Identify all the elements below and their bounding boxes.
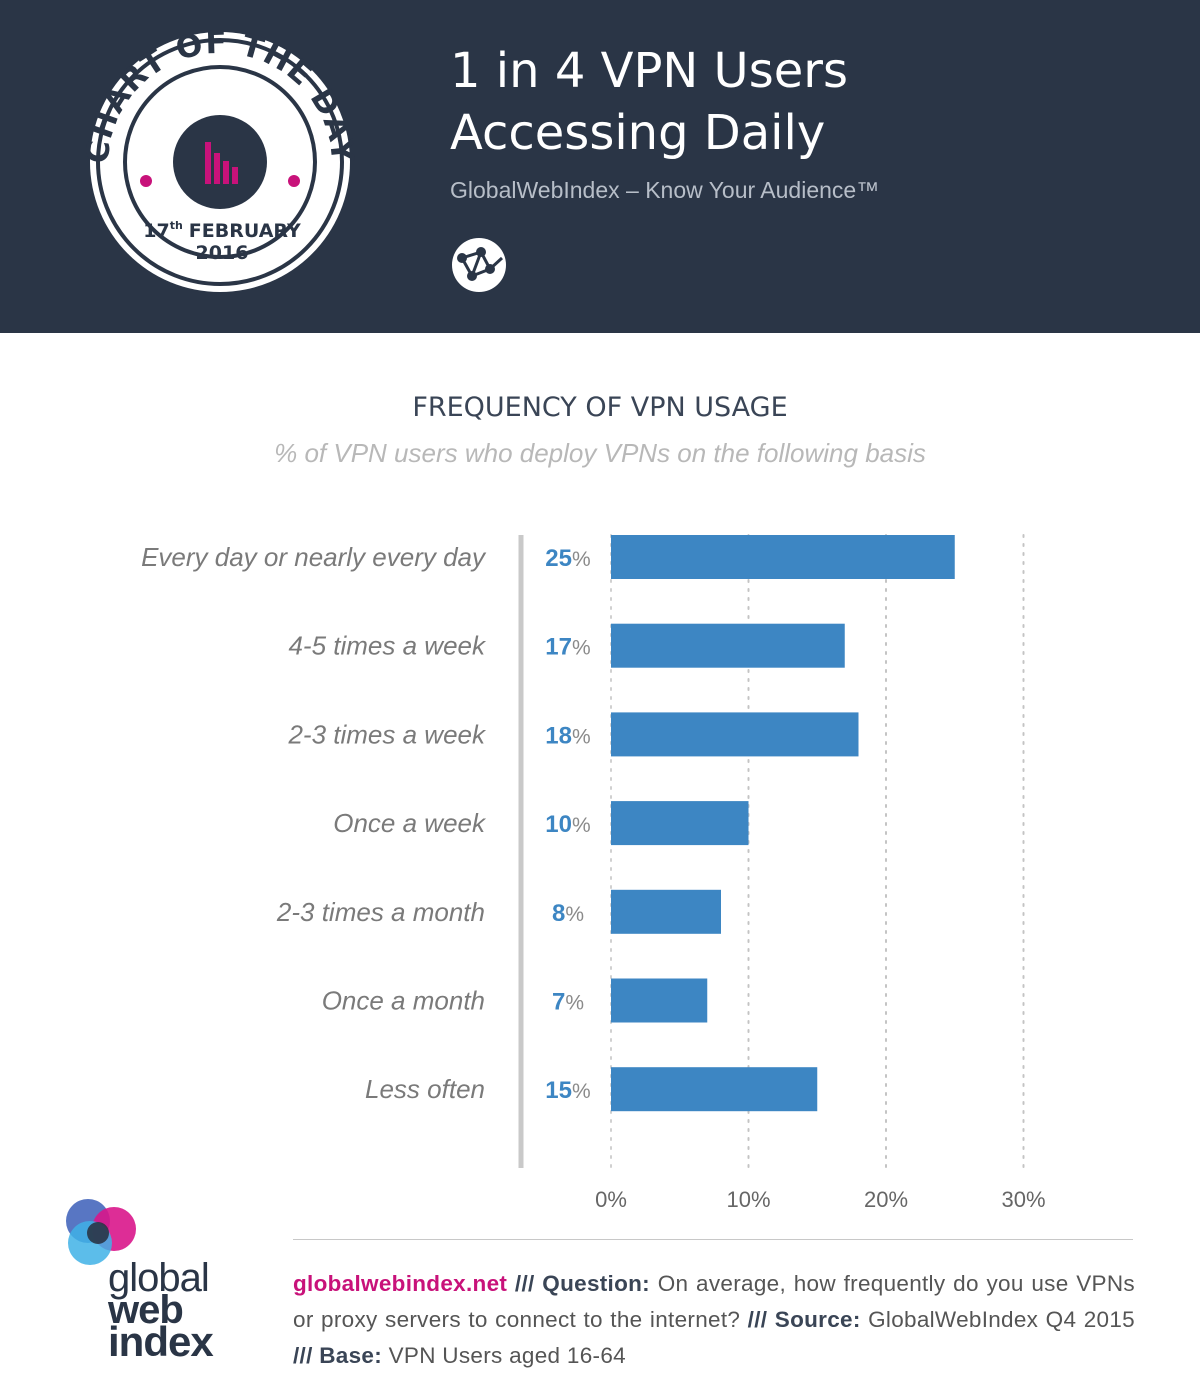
bar-chart-icon	[205, 142, 238, 184]
badge-date: 17th FEBRUARY	[143, 219, 301, 242]
x-tick-label: 0%	[595, 1187, 627, 1212]
x-tick-label: 10%	[726, 1187, 770, 1212]
category-label: Every day or nearly every day	[141, 542, 487, 572]
chart-of-the-day-badge: CHART OF THE DAY 17th FEBRUARY 2016	[80, 25, 359, 292]
x-tick-label: 20%	[864, 1187, 908, 1212]
header-banner: CHART OF THE DAY 17th FEBRUARY 2016 1 in …	[0, 0, 1200, 333]
category-label: 4-5 times a week	[288, 631, 487, 661]
logo-word-index: index	[108, 1318, 214, 1365]
globe-network-icon	[452, 238, 506, 292]
badge-dot-left	[140, 175, 152, 187]
title-line-1: 1 in 4 VPN Users	[450, 43, 848, 99]
bar	[611, 978, 708, 1023]
bar	[611, 889, 721, 934]
value-label: 7%	[552, 989, 584, 1016]
tagline: GlobalWebIndex – Know Your Audience™	[450, 177, 880, 203]
bar	[611, 801, 749, 846]
category-label: 2-3 times a week	[287, 719, 487, 749]
footer-site-link[interactable]: globalwebindex.net	[293, 1271, 508, 1296]
value-label: 15%	[545, 1077, 590, 1104]
footer-notes: globalwebindex.net /// Question: On aver…	[293, 1266, 1135, 1374]
category-label: Less often	[365, 1074, 485, 1104]
footer-sep: ///	[293, 1343, 313, 1368]
value-label: 18%	[545, 722, 590, 749]
globalwebindex-logo	[60, 1195, 150, 1280]
badge-year: 2016	[196, 242, 249, 264]
bar	[611, 623, 845, 668]
badge-dot-right	[288, 175, 300, 187]
logo-word-global: global	[108, 1256, 210, 1300]
page-title: 1 in 4 VPN Users Accessing Daily	[450, 40, 848, 164]
footer-question-text: On average, how frequently do you use VP…	[293, 1271, 1135, 1332]
value-label: 10%	[545, 811, 590, 838]
footer-source-text: GlobalWebIndex Q4 2015	[868, 1307, 1135, 1332]
logo-wordmark: global web index	[108, 1256, 214, 1365]
value-label: 25%	[545, 545, 590, 572]
category-label: 2-3 times a month	[276, 897, 485, 927]
title-line-2: Accessing Daily	[450, 105, 826, 161]
logo-circles-icon	[66, 1199, 136, 1265]
footer-sep: ///	[747, 1307, 768, 1332]
footer-sep: ///	[514, 1271, 535, 1296]
footer-source-label: Source:	[774, 1307, 861, 1332]
footer-base-label: Base:	[319, 1343, 383, 1368]
bar	[611, 712, 859, 757]
logo-word-web: web	[108, 1288, 184, 1332]
category-label: Once a month	[322, 986, 485, 1016]
bar-chart: 0% 10% 20% 30% Every day or nearly every day…	[141, 534, 1046, 1212]
category-label: Once a week	[333, 808, 487, 838]
footer-base-text: VPN Users aged 16-64	[388, 1343, 626, 1368]
bar	[611, 535, 955, 579]
value-label: 8%	[552, 900, 584, 927]
chart-title: FREQUENCY OF VPN USAGE	[412, 392, 788, 423]
x-tick-label: 30%	[1001, 1187, 1045, 1212]
bar	[611, 1067, 818, 1112]
chart-subtitle: % of VPN users who deploy VPNs on the fo…	[274, 438, 926, 468]
footer-divider	[293, 1239, 1133, 1240]
value-label: 17%	[545, 634, 590, 661]
footer-question-label: Question:	[542, 1271, 650, 1296]
